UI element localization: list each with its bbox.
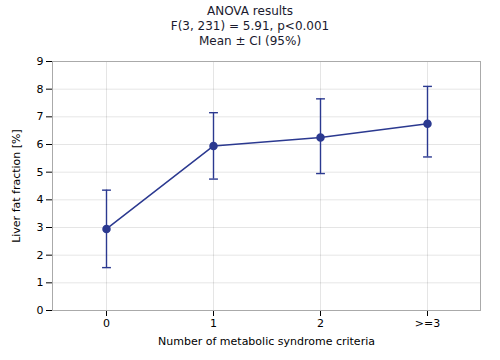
svg-text:0: 0 (37, 304, 44, 317)
svg-text:Number of metabolic syndrome c: Number of metabolic syndrome criteria (158, 335, 375, 348)
svg-text:1: 1 (210, 317, 217, 330)
svg-text:3: 3 (37, 221, 44, 234)
svg-text:1: 1 (37, 276, 44, 289)
svg-text:5: 5 (37, 166, 44, 179)
svg-text:0: 0 (103, 317, 110, 330)
svg-text:Liver fat fraction [%]: Liver fat fraction [%] (10, 129, 23, 243)
svg-text:2: 2 (37, 249, 44, 262)
svg-text:>=3: >=3 (415, 317, 440, 330)
html-text:ANOVA results F(3, 231) = 5.91: ANOVA results F(3, 231) = 5.91, p<0.001 … (170, 4, 330, 48)
svg-text:9: 9 (37, 55, 44, 68)
svg-text:2: 2 (317, 317, 324, 330)
svg-text:4: 4 (37, 193, 44, 206)
svg-text:8: 8 (37, 83, 44, 96)
svg-text:7: 7 (37, 110, 44, 123)
svg-text:6: 6 (37, 138, 44, 151)
